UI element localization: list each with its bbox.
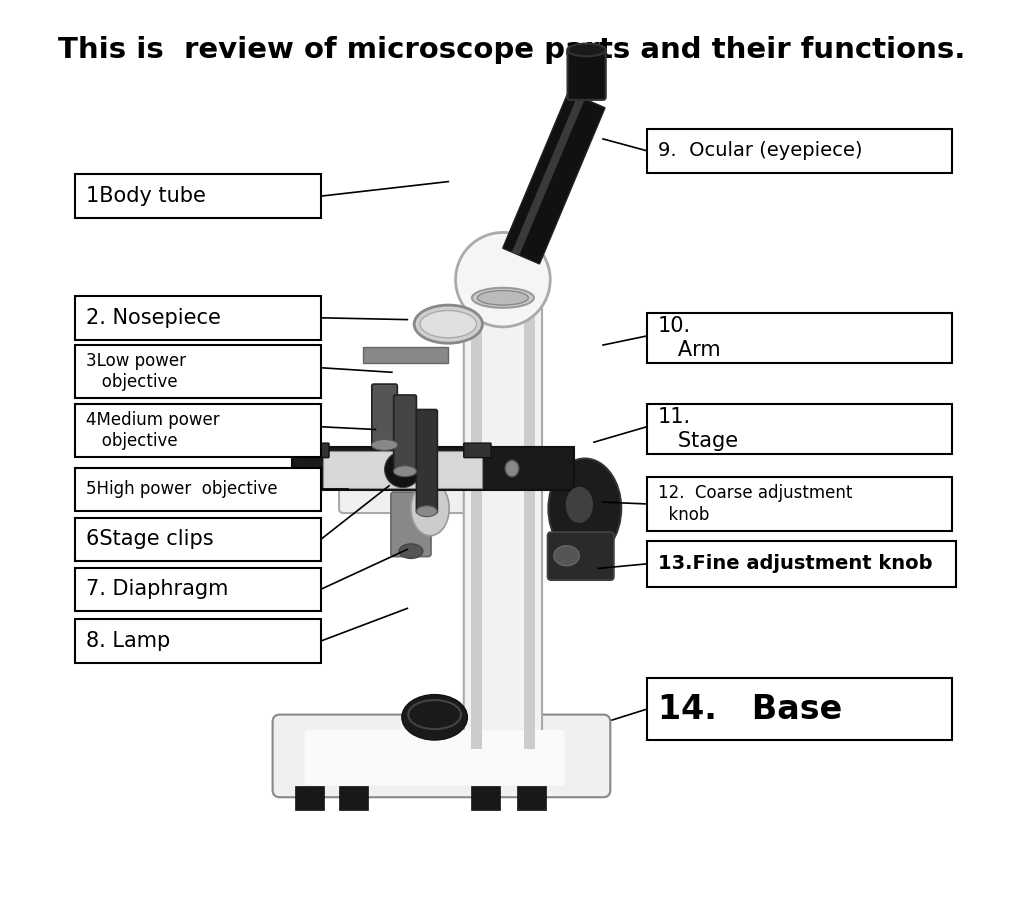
Text: 1Body tube: 1Body tube	[86, 186, 206, 206]
FancyBboxPatch shape	[75, 568, 321, 611]
Ellipse shape	[477, 291, 528, 305]
FancyBboxPatch shape	[647, 678, 951, 740]
Text: 12.  Coarse adjustment
  knob: 12. Coarse adjustment knob	[657, 484, 852, 524]
Polygon shape	[503, 92, 605, 264]
FancyBboxPatch shape	[339, 454, 489, 513]
Ellipse shape	[401, 695, 467, 740]
FancyBboxPatch shape	[372, 384, 397, 447]
FancyBboxPatch shape	[75, 174, 321, 218]
Ellipse shape	[417, 506, 437, 517]
Text: This is  review of microscope parts and their functions.: This is review of microscope parts and t…	[58, 36, 966, 64]
Bar	[295, 786, 325, 810]
Text: 3Low power
   objective: 3Low power objective	[86, 351, 186, 391]
FancyBboxPatch shape	[464, 288, 542, 756]
Circle shape	[385, 451, 421, 488]
Polygon shape	[362, 347, 449, 363]
Bar	[516, 786, 546, 810]
Ellipse shape	[420, 311, 476, 338]
Text: 5High power  objective: 5High power objective	[86, 480, 278, 498]
FancyBboxPatch shape	[75, 468, 321, 511]
Circle shape	[456, 232, 550, 327]
FancyBboxPatch shape	[464, 443, 492, 458]
Ellipse shape	[549, 459, 622, 558]
FancyBboxPatch shape	[567, 47, 606, 100]
Bar	[471, 786, 500, 810]
Text: 14.   Base: 14. Base	[657, 693, 842, 725]
FancyBboxPatch shape	[417, 410, 437, 513]
Ellipse shape	[505, 460, 519, 477]
FancyBboxPatch shape	[391, 492, 431, 557]
FancyBboxPatch shape	[75, 518, 321, 561]
FancyBboxPatch shape	[393, 395, 417, 473]
FancyBboxPatch shape	[75, 404, 321, 457]
Text: 6Stage clips: 6Stage clips	[86, 529, 214, 549]
FancyBboxPatch shape	[323, 451, 482, 488]
FancyBboxPatch shape	[647, 541, 956, 587]
Text: 4Medium power
   objective: 4Medium power objective	[86, 410, 219, 450]
FancyBboxPatch shape	[75, 345, 321, 398]
Ellipse shape	[414, 305, 482, 343]
Ellipse shape	[565, 487, 593, 523]
Text: 2. Nosepiece: 2. Nosepiece	[86, 308, 221, 328]
Ellipse shape	[471, 278, 535, 312]
Ellipse shape	[372, 439, 397, 450]
Bar	[339, 786, 369, 810]
Ellipse shape	[393, 466, 417, 477]
FancyBboxPatch shape	[647, 404, 951, 454]
Text: 13.Fine adjustment knob: 13.Fine adjustment knob	[657, 555, 932, 573]
FancyBboxPatch shape	[75, 296, 321, 340]
FancyBboxPatch shape	[304, 730, 565, 785]
FancyBboxPatch shape	[300, 443, 329, 458]
Text: 8. Lamp: 8. Lamp	[86, 631, 170, 651]
Text: 9.  Ocular (eyepiece): 9. Ocular (eyepiece)	[657, 142, 862, 160]
Bar	[471, 295, 482, 749]
Ellipse shape	[411, 481, 450, 536]
Polygon shape	[512, 96, 585, 255]
Bar	[524, 295, 535, 749]
FancyBboxPatch shape	[75, 619, 321, 663]
FancyBboxPatch shape	[292, 447, 573, 490]
Ellipse shape	[472, 288, 534, 308]
Ellipse shape	[554, 546, 580, 566]
FancyBboxPatch shape	[647, 477, 951, 531]
Ellipse shape	[567, 44, 606, 56]
Ellipse shape	[399, 544, 423, 558]
FancyBboxPatch shape	[647, 129, 951, 173]
FancyBboxPatch shape	[272, 715, 610, 797]
Text: 7. Diaphragm: 7. Diaphragm	[86, 579, 228, 599]
FancyBboxPatch shape	[647, 313, 951, 363]
Text: 11.
   Stage: 11. Stage	[657, 407, 737, 451]
FancyBboxPatch shape	[548, 532, 614, 580]
Text: 10.
   Arm: 10. Arm	[657, 316, 720, 360]
